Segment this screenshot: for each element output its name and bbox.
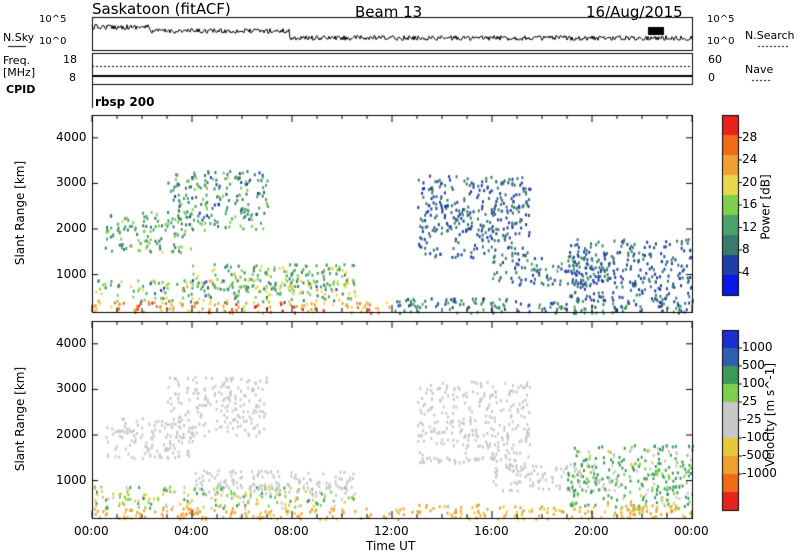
y-tick-label: 3000 — [56, 381, 87, 396]
power-colorbar-label: Power [dB] — [758, 174, 773, 240]
freq-left-tick-top: 18 — [63, 53, 77, 66]
cpid-label: CPID — [6, 83, 36, 96]
x-tick-label: 12:00 — [374, 524, 409, 538]
colorbar-tick-label: -100 — [742, 430, 770, 444]
x-tick-label: 00:00 — [74, 524, 109, 538]
y-tick-label: 2000 — [56, 427, 87, 441]
colorbar-tick-label: -1000 — [742, 466, 777, 480]
colorbar-tick-label: 25 — [742, 394, 758, 408]
colorbar-tick-label: -25 — [742, 412, 762, 426]
freq-left-tick-bottom: 8 — [69, 71, 76, 84]
x-tick-label: 08:00 — [274, 524, 309, 538]
colorbar-tick-label: 28 — [742, 129, 758, 144]
noise-right-tick-bottom: 10^0 — [707, 36, 735, 47]
station-title: Saskatoon (fitACF) — [92, 0, 231, 18]
y-tick-label: 4000 — [56, 129, 87, 144]
colorbar-tick-label: 500 — [742, 358, 765, 372]
colorbar-tick-label: 20 — [742, 174, 758, 189]
y-tick-label: 4000 — [56, 335, 87, 350]
freq-unit-label: [MHz] — [3, 66, 36, 79]
freq-right-tick-top: 60 — [708, 53, 722, 66]
y-tick-label: 2000 — [56, 221, 87, 235]
x-tick-label: 16:00 — [474, 524, 509, 538]
freq-right-tick-bottom: 0 — [708, 71, 715, 84]
noise-left-tick-top: 10^5 — [39, 14, 67, 25]
cpid-value: rbsp 200 — [95, 95, 155, 109]
noise-right-tick-top: 10^5 — [707, 14, 735, 25]
noise-sky-label: N.Sky — [3, 31, 35, 44]
date-title: 16/Aug/2015 — [586, 3, 683, 21]
x-axis-title: Time UT — [366, 539, 416, 553]
y-tick-label: 1000 — [56, 472, 87, 487]
power-ylabel: Slant Range [km] — [13, 160, 28, 266]
freq-label: Freq. — [3, 54, 31, 67]
nave-label: Nave — [745, 63, 774, 76]
colorbar-tick-label: -500 — [742, 448, 770, 462]
colorbar-tick-label: 1000 — [742, 340, 773, 354]
y-tick-label: 1000 — [56, 266, 87, 281]
velocity-ylabel: Slant Range [km] — [13, 366, 28, 472]
colorbar-tick-label: 24 — [742, 152, 758, 166]
x-tick-label: 20:00 — [574, 524, 609, 538]
x-tick-label: 04:00 — [174, 524, 209, 538]
noise-left-tick-bottom: 10^0 — [39, 36, 67, 47]
noise-search-label: N.Search — [745, 29, 795, 42]
colorbar-tick-label: 12 — [742, 219, 758, 234]
colorbar-tick-label: 8 — [742, 242, 750, 256]
colorbar-tick-label: 4 — [742, 264, 750, 279]
colorbar-tick-label: 100 — [742, 376, 765, 390]
beam-title: Beam 13 — [355, 3, 423, 21]
y-tick-label: 3000 — [56, 175, 87, 190]
colorbar-tick-label: 16 — [742, 197, 758, 211]
x-tick-label: 00:00 — [674, 524, 709, 538]
